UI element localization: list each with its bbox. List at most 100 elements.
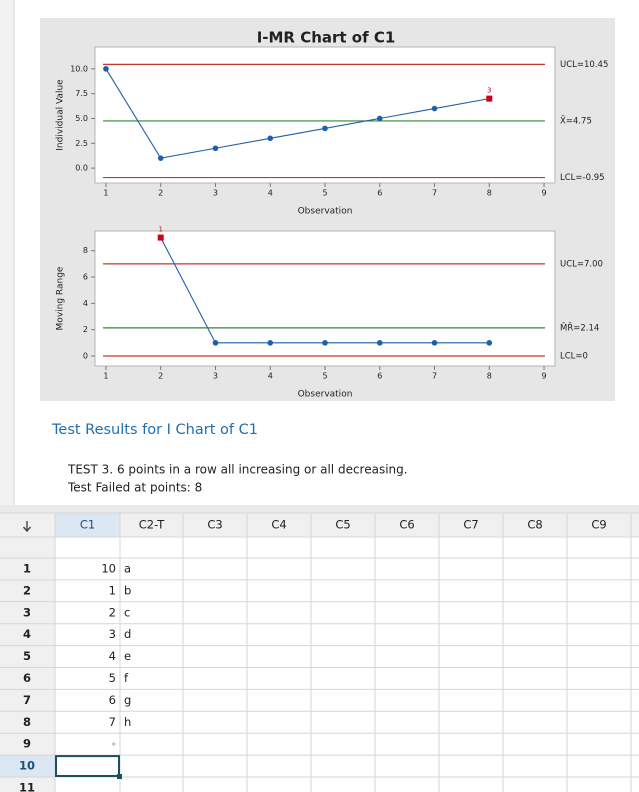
cell: e bbox=[124, 649, 131, 663]
selected-cell[interactable] bbox=[55, 755, 120, 777]
x-tick-label: 3 bbox=[213, 372, 218, 381]
point bbox=[212, 340, 219, 346]
test-label: 3 bbox=[487, 87, 491, 95]
cell: a bbox=[124, 561, 131, 575]
y-tick-label: 8 bbox=[83, 246, 88, 255]
x-tick-label: 8 bbox=[487, 189, 492, 198]
x-tick-label: 7 bbox=[432, 372, 437, 381]
x-tick-label: 2 bbox=[158, 372, 163, 381]
column-header: C4 bbox=[271, 518, 286, 532]
point bbox=[376, 115, 383, 122]
cell: 6 bbox=[109, 693, 116, 707]
point bbox=[431, 105, 438, 112]
y-tick-label: 0 bbox=[83, 352, 88, 361]
test-line: TEST 3. 6 points in a row all increasing… bbox=[67, 463, 408, 477]
column-header: C6 bbox=[399, 518, 414, 532]
point bbox=[267, 340, 274, 346]
y-tick-label: 2.5 bbox=[75, 139, 88, 148]
y-axis-label: Individual Value bbox=[56, 79, 66, 151]
column-header: C5 bbox=[335, 518, 350, 532]
y-tick-label: 6 bbox=[83, 273, 88, 282]
cell: 10 bbox=[101, 561, 116, 575]
row-number: 7 bbox=[23, 693, 31, 707]
row-number: 2 bbox=[23, 583, 31, 597]
x-axis-label: Observation bbox=[298, 207, 353, 217]
row-number: 5 bbox=[23, 649, 31, 663]
point bbox=[212, 145, 219, 152]
y-tick-label: 10.0 bbox=[70, 64, 88, 73]
cell: c bbox=[124, 605, 130, 619]
cell: 1 bbox=[109, 583, 116, 597]
row-number: 11 bbox=[19, 780, 35, 792]
x-tick-label: 4 bbox=[268, 189, 273, 198]
flagged-point bbox=[157, 234, 164, 241]
row-number: 4 bbox=[23, 627, 31, 641]
column-header: C2-T bbox=[139, 518, 165, 532]
x-tick-label: 4 bbox=[268, 372, 273, 381]
point bbox=[376, 340, 383, 346]
cell: 3 bbox=[109, 627, 116, 641]
y-tick-label: 5.0 bbox=[75, 114, 88, 123]
point bbox=[267, 135, 274, 142]
point bbox=[322, 340, 328, 346]
column-header: C1 bbox=[80, 518, 95, 532]
worksheet[interactable] bbox=[0, 505, 639, 792]
fill-handle bbox=[117, 774, 122, 779]
column-header: C9 bbox=[591, 518, 606, 532]
active-row-header bbox=[0, 755, 55, 777]
point bbox=[486, 340, 493, 346]
y-tick-label: 2 bbox=[83, 325, 88, 334]
y-tick-label: 7.5 bbox=[75, 89, 88, 98]
test-line: Test Failed at points: 8 bbox=[67, 481, 202, 495]
point bbox=[431, 340, 438, 346]
x-tick-label: 9 bbox=[542, 189, 547, 198]
cell: g bbox=[124, 693, 131, 707]
chart-title: I-MR Chart of C1 bbox=[257, 29, 396, 47]
row-number: 3 bbox=[23, 605, 31, 619]
cell: b bbox=[124, 583, 131, 597]
control-limit-label: UCL=7.00 bbox=[560, 259, 603, 269]
y-tick-label: 0.0 bbox=[75, 164, 88, 173]
test-heading: Test Results for I Chart of C1 bbox=[51, 422, 258, 438]
x-tick-label: 1 bbox=[103, 189, 108, 198]
cell: d bbox=[124, 627, 131, 641]
row-number: 8 bbox=[23, 715, 31, 729]
point bbox=[103, 66, 109, 72]
x-tick-label: 6 bbox=[377, 189, 382, 198]
cell: 2 bbox=[109, 605, 116, 619]
x-tick-label: 3 bbox=[213, 189, 218, 198]
column-header: C3 bbox=[207, 518, 222, 532]
control-limit-label: UCL=10.45 bbox=[560, 60, 608, 70]
splitter[interactable] bbox=[0, 505, 639, 513]
control-limit-label: LCL=-0.95 bbox=[560, 173, 605, 183]
flagged-point bbox=[486, 95, 493, 102]
x-tick-label: 7 bbox=[432, 189, 437, 198]
control-limit-label: LCL=0 bbox=[560, 352, 588, 362]
test-label: 1 bbox=[158, 226, 162, 234]
y-axis-label: Moving Range bbox=[56, 266, 66, 330]
column-header: C8 bbox=[527, 518, 542, 532]
cell: h bbox=[124, 715, 131, 729]
x-tick-label: 8 bbox=[487, 372, 492, 381]
x-tick-label: 9 bbox=[542, 372, 547, 381]
active-column-header bbox=[55, 513, 120, 537]
x-axis-label: Observation bbox=[298, 390, 353, 400]
cell: 4 bbox=[109, 649, 116, 663]
row-number: 10 bbox=[19, 759, 35, 773]
x-tick-label: 2 bbox=[158, 189, 163, 198]
plot-area bbox=[94, 230, 556, 367]
cell: f bbox=[124, 671, 129, 685]
row-number: 1 bbox=[23, 561, 31, 575]
x-tick-label: 5 bbox=[322, 372, 327, 381]
cell: 7 bbox=[109, 715, 116, 729]
direction-arrow[interactable] bbox=[22, 521, 32, 533]
point bbox=[157, 155, 164, 161]
series-line bbox=[105, 68, 490, 159]
cell: * bbox=[112, 742, 117, 752]
plot-area bbox=[94, 46, 556, 184]
x-tick-label: 6 bbox=[377, 372, 382, 381]
x-tick-label: 5 bbox=[322, 189, 327, 198]
point bbox=[322, 125, 328, 132]
